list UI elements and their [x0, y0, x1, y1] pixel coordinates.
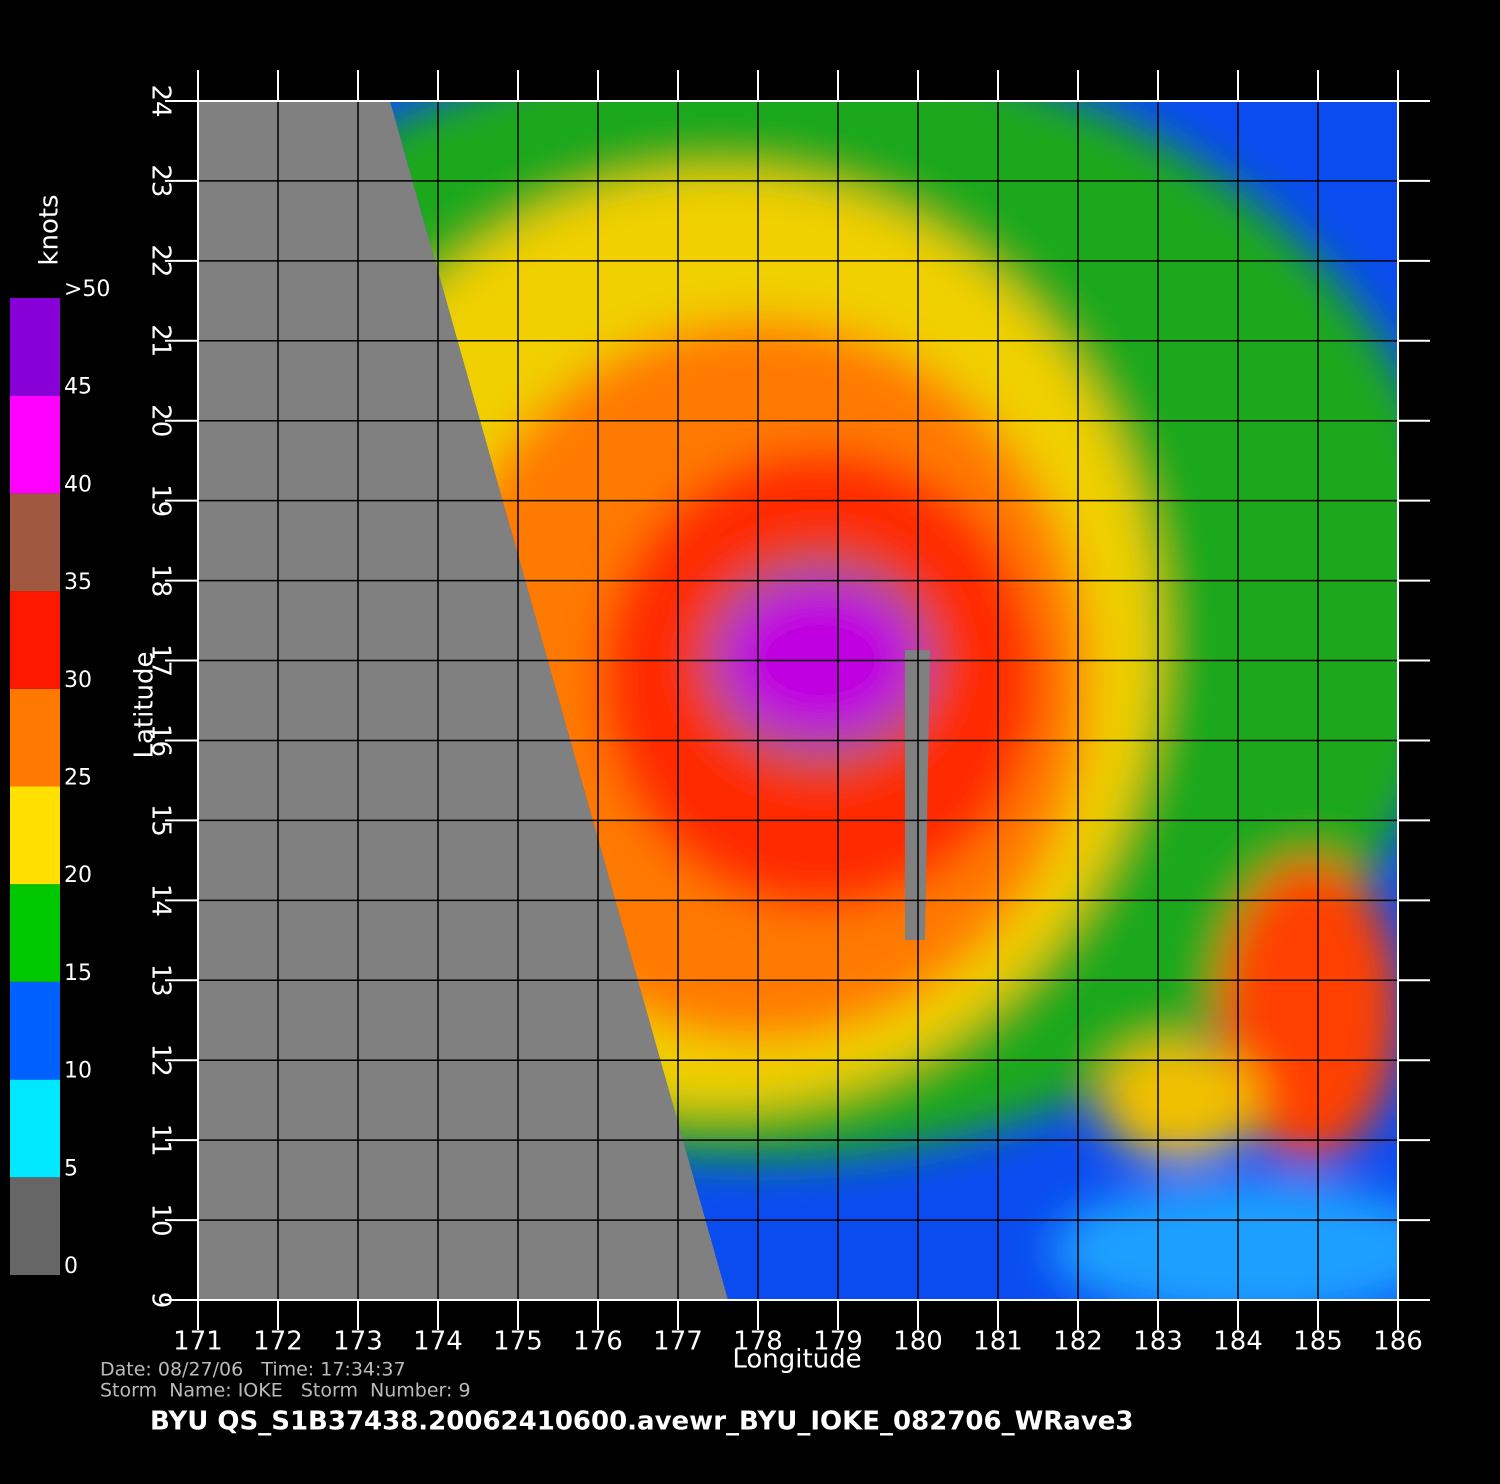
product-title: BYU QS_S1B37438.20062410600.avewr_BYU_IO… — [150, 1407, 1134, 1437]
x-tick-label: 178 — [733, 1327, 783, 1357]
y-tick-label: 21 — [146, 324, 176, 357]
colorbar-tick-label: 30 — [64, 668, 92, 693]
colorbar-tick-label: 40 — [64, 472, 92, 497]
field-red — [1220, 860, 1398, 1160]
y-tick-label: 14 — [146, 884, 176, 917]
x-tick-label: 181 — [973, 1327, 1023, 1357]
colorbar-label: knots — [35, 194, 65, 265]
colorbar-tick-label: 35 — [64, 570, 92, 595]
y-tick-label: 13 — [146, 964, 176, 997]
colorbar-segment — [10, 493, 60, 592]
colorbar-tick-label: 5 — [64, 1156, 78, 1181]
y-tick-label: 15 — [146, 804, 176, 837]
colorbar-segment — [10, 395, 60, 494]
x-tick-label: 176 — [573, 1327, 623, 1357]
x-tick-label: 184 — [1213, 1327, 1263, 1357]
field-light — [1050, 1180, 1398, 1300]
colorbar-tick-label: 45 — [64, 375, 92, 400]
colorbar-tick-label: 15 — [64, 961, 92, 986]
date-line: Date: 08/27/06 Time: 17:34:37 — [100, 1359, 406, 1381]
storm-line: Storm Name: IOKE Storm Number: 9 — [100, 1380, 471, 1402]
x-tick-label: 171 — [173, 1327, 223, 1357]
y-tick-label: 19 — [146, 484, 176, 517]
y-tick-label: 12 — [146, 1044, 176, 1077]
x-tick-label: 185 — [1293, 1327, 1343, 1357]
x-tick-label: 173 — [333, 1327, 383, 1357]
colorbar-tick-label: 25 — [64, 766, 92, 791]
colorbar-segment — [10, 981, 60, 1080]
colorbar-segment — [10, 591, 60, 689]
y-tick-label: 11 — [146, 1124, 176, 1157]
y-tick-label: 22 — [146, 244, 176, 277]
x-tick-label: 175 — [493, 1327, 543, 1357]
colorbar-tick-label: 0 — [64, 1254, 78, 1279]
x-tick-label: 174 — [413, 1327, 463, 1357]
x-tick-label: 179 — [813, 1327, 863, 1357]
plot-frame — [197, 100, 1399, 1301]
colorbar-segment — [10, 884, 60, 982]
y-tick-label: 23 — [146, 164, 176, 197]
colorbar-segment — [10, 1079, 60, 1178]
colorbar-tick-label: 20 — [64, 863, 92, 888]
colorbar-tick-label: >50 — [64, 277, 110, 302]
colorbar-segment — [10, 786, 60, 885]
colorbar-segment — [10, 1177, 60, 1275]
x-tick-label: 186 — [1373, 1327, 1423, 1357]
y-tick-label: 18 — [146, 564, 176, 597]
x-tick-label: 180 — [893, 1327, 943, 1357]
colorbar-segment — [10, 688, 60, 787]
x-tick-label: 177 — [653, 1327, 703, 1357]
colorbar-segment — [10, 298, 60, 396]
y-tick-label: 20 — [146, 404, 176, 437]
y-tick-label: 16 — [146, 724, 176, 757]
y-axis-label: Latitude — [130, 651, 160, 758]
field-yellow — [1100, 1040, 1260, 1160]
y-tick-label: 24 — [146, 84, 176, 117]
x-tick-label: 172 — [253, 1327, 303, 1357]
x-tick-label: 182 — [1053, 1327, 1103, 1357]
y-tick-label: 9 — [146, 1292, 176, 1309]
x-axis-label: Longitude — [732, 1345, 861, 1375]
y-tick-label: 17 — [146, 644, 176, 677]
colorbar-tick-label: 10 — [64, 1059, 92, 1084]
x-tick-label: 183 — [1133, 1327, 1183, 1357]
y-tick-label: 10 — [146, 1204, 176, 1237]
